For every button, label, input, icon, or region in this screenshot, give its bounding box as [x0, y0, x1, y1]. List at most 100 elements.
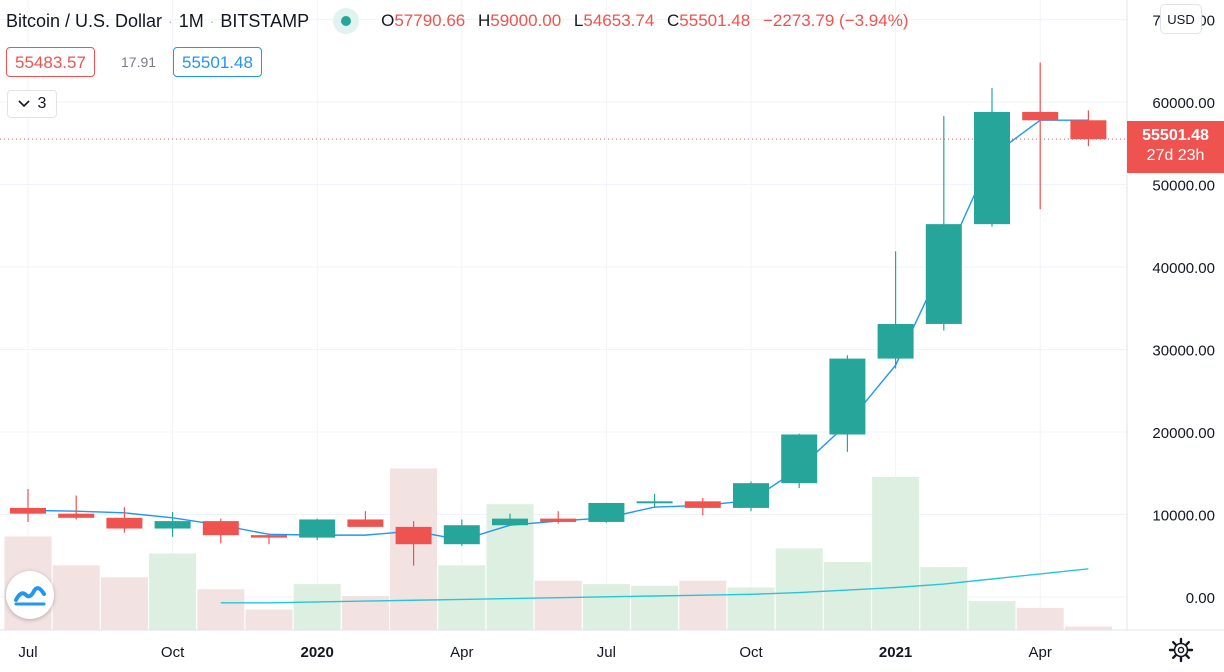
candle-body	[829, 358, 866, 435]
high-key: H	[477, 11, 491, 30]
studies-toggle-button[interactable]: 3	[7, 90, 57, 118]
candle	[877, 251, 914, 369]
candle	[540, 511, 577, 524]
price-tick-label: 60000.00	[1152, 95, 1215, 112]
candle-body	[974, 111, 1010, 225]
candle-body	[154, 521, 191, 529]
price-tick-label: 20000.00	[1152, 425, 1215, 442]
candle-body	[684, 501, 721, 508]
candle	[636, 493, 673, 508]
candle-body	[58, 513, 95, 518]
candle-body	[202, 521, 239, 536]
last-price-value: 55501.48	[1142, 127, 1209, 144]
tradingview-logo-icon[interactable]	[6, 571, 54, 619]
buy-price-button[interactable]: 55501.48	[173, 47, 262, 77]
time-tick-label: Apr	[450, 644, 473, 661]
low-key: L	[573, 11, 584, 30]
candle	[251, 533, 287, 545]
volume-bar	[293, 584, 341, 630]
candle	[781, 433, 818, 489]
candle	[395, 521, 432, 566]
time-tick-label: Jul	[18, 644, 37, 661]
volume-bar	[582, 584, 630, 630]
sell-price-button[interactable]: 55483.57	[6, 47, 95, 77]
candle-body	[492, 518, 528, 526]
candle	[684, 498, 721, 516]
volume-bar	[149, 553, 197, 630]
exchange[interactable]: BITSTAMP	[220, 10, 310, 31]
time-axis: Jul Oct 2020 Apr Jul Oct 2021 Apr	[0, 629, 1224, 672]
candle	[58, 495, 95, 520]
chart-grid	[0, 0, 1127, 630]
spread-value: 17.91	[121, 54, 157, 70]
volume-bar	[775, 548, 823, 630]
change-value: −2273.79 (−3.94%)	[762, 11, 909, 30]
candle	[106, 507, 143, 533]
candle-body	[588, 502, 625, 522]
candle-body	[1022, 111, 1059, 121]
candle	[588, 502, 625, 523]
volume-bar	[1016, 607, 1064, 630]
volume-bar	[1064, 626, 1112, 630]
currency-button[interactable]: USD	[1160, 4, 1202, 34]
time-tick-label: Oct	[161, 644, 185, 661]
price-tick-label: 0.00	[1186, 590, 1215, 607]
volume-bar	[968, 601, 1016, 630]
symbol-legend: Bitcoin / U.S. Dollar · 1M · BITSTAMP O5…	[6, 8, 917, 34]
candle	[154, 512, 191, 537]
separator: ·	[209, 13, 215, 29]
interval[interactable]: 1M	[178, 10, 204, 31]
candle-body	[106, 517, 143, 529]
price-axis: 0.00 10000.00 20000.00 30000.00 40000.00 5000…	[1126, 0, 1224, 672]
volume-bar	[679, 580, 727, 630]
candle-body	[299, 519, 336, 538]
candle-body	[636, 501, 673, 504]
price-tick-label: 50000.00	[1152, 178, 1215, 195]
price-tick-label: 10000.00	[1152, 508, 1215, 525]
close-value: 55501.48	[679, 11, 751, 30]
time-tick-label: Oct	[739, 644, 763, 661]
studies-count: 3	[37, 95, 47, 112]
gear-icon[interactable]	[1168, 637, 1194, 663]
bar-countdown: 27d 23h	[1146, 147, 1205, 164]
candle-body	[540, 518, 577, 522]
candle	[1070, 110, 1107, 147]
price-tick-label: 30000.00	[1152, 343, 1215, 360]
candle-body	[733, 483, 769, 508]
candles	[10, 62, 1107, 566]
low-value: 54653.74	[583, 11, 655, 30]
price-axis-bg	[1127, 0, 1224, 630]
candle-body	[1070, 120, 1107, 140]
symbol-name[interactable]: Bitcoin / U.S. Dollar	[6, 10, 163, 31]
open-value: 57790.66	[394, 11, 466, 30]
candle-body	[395, 526, 432, 545]
volume-bar	[245, 609, 293, 630]
volume-ma-line	[220, 568, 1089, 604]
ohlc-values: O57790.66 H59000.00 L54653.74 C55501.48 …	[381, 11, 916, 31]
candle-body	[10, 507, 46, 514]
volume-bar	[534, 580, 582, 630]
candle	[10, 488, 46, 522]
candle-body	[925, 224, 962, 324]
candle-body	[347, 519, 384, 527]
candle	[443, 519, 480, 546]
candle-body	[251, 535, 287, 538]
candle-body	[781, 434, 818, 484]
time-tick-label: Apr	[1029, 644, 1052, 661]
candle	[299, 518, 336, 541]
candle	[829, 355, 866, 452]
volume-bar	[631, 585, 679, 630]
price-tick-label: 40000.00	[1152, 260, 1215, 277]
volume-bar	[197, 589, 245, 630]
candle	[202, 518, 239, 544]
candle	[974, 88, 1010, 227]
candle	[492, 513, 528, 527]
volume-ma-path	[220, 568, 1089, 604]
price-ma-line	[27, 119, 1089, 541]
candle-body	[877, 323, 914, 359]
candle	[925, 116, 962, 331]
close-key: C	[667, 11, 680, 30]
volume-bar	[438, 565, 486, 630]
chevron-down-icon	[17, 100, 30, 108]
